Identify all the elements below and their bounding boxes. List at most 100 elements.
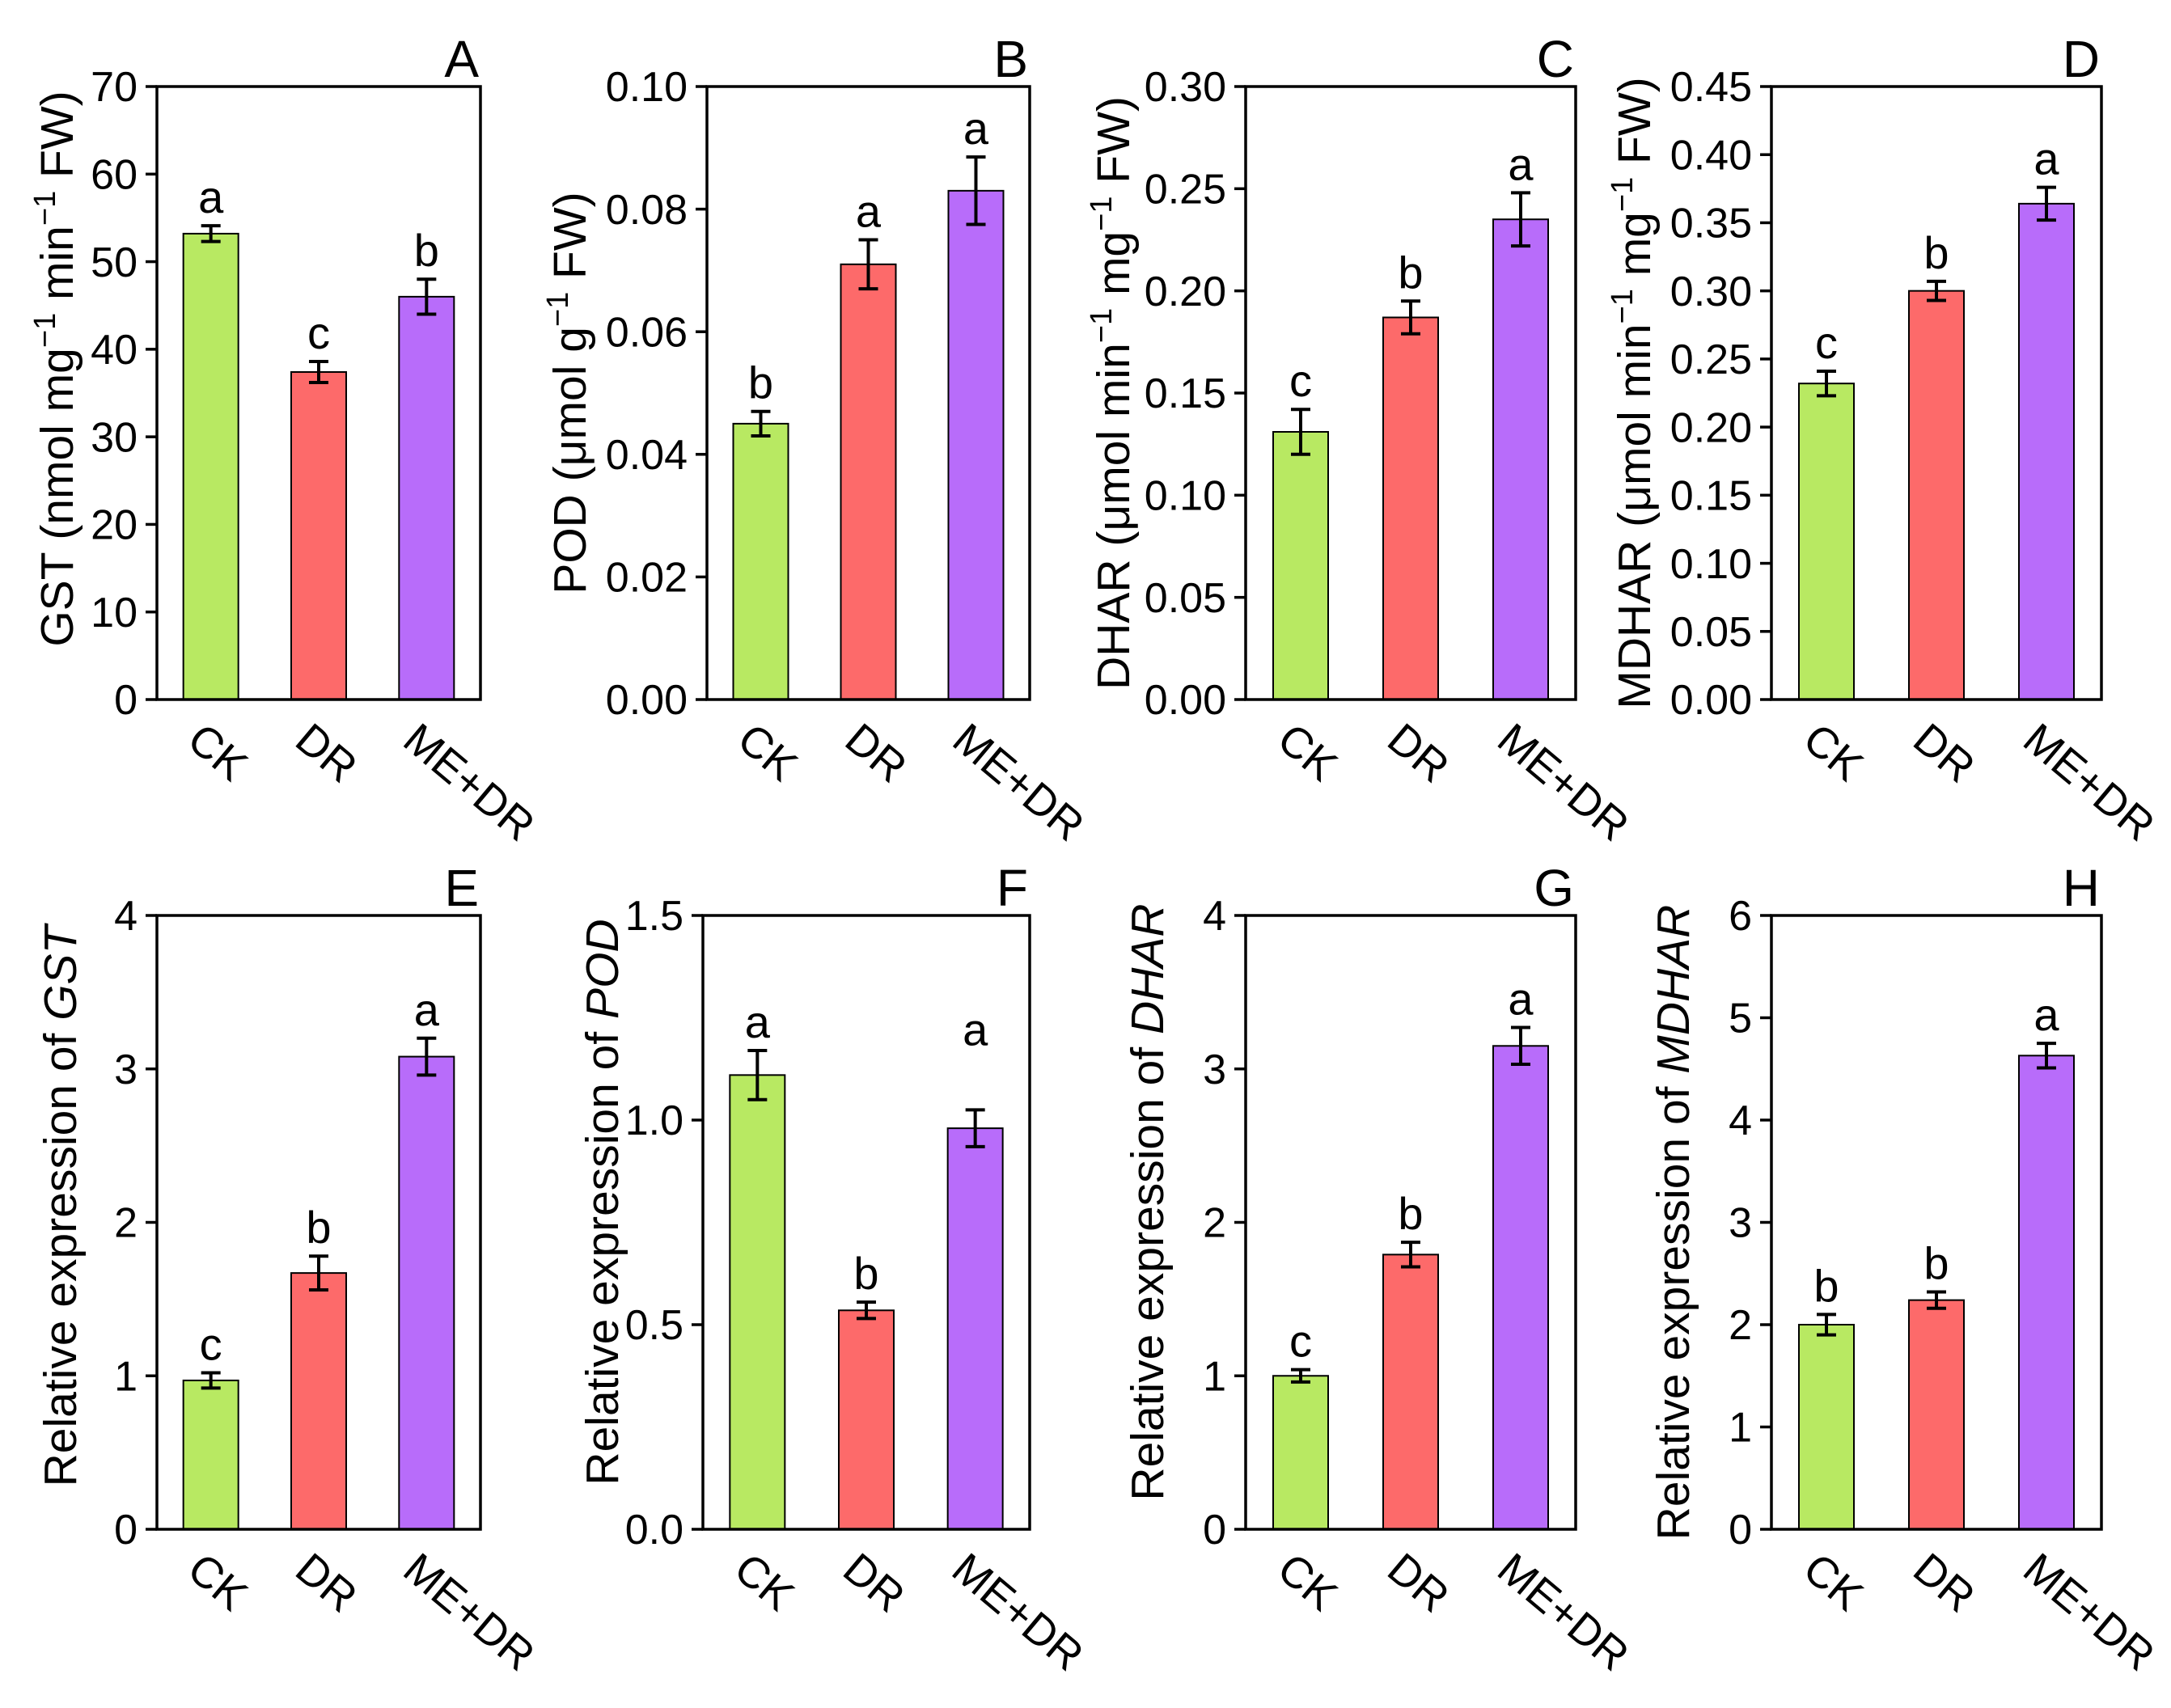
x-tick-label-ck: CK [1268,714,1346,790]
bar-me-dr [946,1127,1004,1530]
bar-ck [182,232,239,701]
y-axis-label-part: Relative expression of [1648,1074,1699,1541]
y-tick-label: 0.04 [606,432,688,479]
panel-letter: E [444,859,479,917]
bar-dr [1382,316,1439,700]
significance-letter-dr: b [306,1202,331,1253]
y-tick-label: 0.00 [1145,677,1226,724]
y-axis-label: Relative expression of DHAR [1122,903,1174,1500]
y-tick-label: 1.5 [625,893,683,940]
significance-letter-dr: c [307,307,330,358]
error-bar-dr [1401,1241,1420,1269]
y-tick-label: 0.45 [1670,64,1752,111]
bar-me-dr [2018,202,2075,700]
bar-me-dr [398,1055,455,1530]
panel-b: b CK a DR a ME+DR 0.00 0.02 0.04 0.06 0.08 0.10 POD … [541,30,1093,851]
bar-ck [1272,1375,1329,1530]
significance-letter-me-dr: a [2033,133,2059,184]
y-axis-label: Relative expression of MDHAR [1648,905,1699,1541]
y-axis-label: MDHAR (μmol min−1 mg−1 FW) [1606,77,1661,708]
y-tick-label: 2 [1729,1302,1752,1349]
panel-d: c CK b DR a ME+DR 0.00 0.05 0.10 0.15 0.20 0.25 0.30… [1606,30,2164,851]
y-axis-label: POD (μmol g−1 FW) [541,192,596,594]
y-axis-label-part: FW) [1088,96,1140,196]
y-tick-label: 0.0 [625,1507,683,1554]
y-axis-label-part: GST (nmol mg [32,348,83,647]
y-tick-label: 0.10 [1145,473,1226,520]
y-tick-label: 2 [114,1200,138,1247]
y-axis-label-part: GST [35,922,87,1020]
x-tick-label-me-dr: ME+DR [944,714,1094,850]
bar-ck [729,1074,786,1530]
panel-h: b CK b DR a ME+DR 0 1 2 3 4 5 6 Relative expression o… [1648,859,2164,1681]
y-tick-label: 0 [114,1507,138,1554]
panel-e: c CK b DR a ME+DR 0 1 2 3 4 Relative expression of … [35,859,544,1681]
y-axis-label-part: FW) [544,192,596,291]
y-tick-label: 30 [91,414,138,461]
x-tick-label-ck: CK [1794,1544,1872,1620]
x-tick-label-ck: CK [179,1544,256,1620]
significance-letter-me-dr: a [963,1004,988,1055]
error-bar-dr [1927,279,1946,302]
error-bar-ck [1817,370,1836,398]
panel-letter: D [2063,30,2100,88]
y-tick-label: 0.08 [606,187,688,234]
significance-letter-me-dr: a [414,984,440,1035]
y-axis-label-part: POD [577,919,628,1019]
y-axis-label-part: −1 [28,191,62,226]
y-tick-label: 1 [114,1353,138,1400]
y-tick-label: 70 [91,64,138,111]
significance-letter-ck: c [1289,355,1312,406]
significance-letter-me-dr: b [414,225,439,276]
panel-letter: B [993,30,1028,88]
y-axis-label-part: Relative expression of [1122,1034,1174,1501]
y-tick-label: 0.10 [1670,541,1752,588]
significance-letter-me-dr: a [963,103,989,154]
x-tick-label-dr: DR [1904,714,1983,792]
significance-letter-dr: b [1923,1238,1949,1289]
y-tick-label: 4 [114,893,138,940]
y-tick-label: 0.35 [1670,201,1752,247]
significance-letter-dr: b [1398,247,1423,298]
bar-me-dr [947,189,1005,701]
error-bar-ck [201,224,221,243]
bar-ck [1272,431,1329,700]
error-bar-me-dr [417,277,437,316]
x-tick-label-me-dr: ME+DR [2014,1544,2164,1680]
y-axis-label-part: MDHAR (μmol min [1609,323,1661,708]
y-axis-label-part: DHAR (μmol min [1088,343,1140,690]
bar-ck [1798,1324,1855,1530]
y-tick-label: 4 [1203,893,1226,940]
y-tick-label: 0.15 [1145,370,1226,417]
y-tick-label: 60 [91,151,138,198]
y-tick-label: 40 [91,327,138,374]
panel-c: c CK b DR a ME+DR 0.00 0.05 0.10 0.15 0.20 0.25 0.30… [1085,30,1638,851]
x-tick-label-ck: CK [726,1544,803,1620]
y-tick-label: 3 [1203,1046,1226,1093]
bar-dr [1908,1299,1965,1530]
y-tick-label: 0.05 [1670,609,1752,656]
bar-dr [840,263,897,700]
error-bar-ck [1291,1368,1310,1384]
y-tick-label: 0.10 [606,64,688,111]
y-axis-label: DHAR (μmol min−1 mg−1 FW) [1085,96,1140,690]
y-tick-label: 0.00 [1670,677,1752,724]
bar-me-dr [1492,218,1549,700]
error-bar-me-dr [417,1036,437,1077]
significance-letter-ck: c [200,1318,222,1369]
error-bar-dr [309,1254,328,1292]
y-tick-label: 0.30 [1670,268,1752,315]
y-axis-label-part: −1 [28,313,62,348]
significance-letter-dr: b [1398,1188,1423,1239]
significance-letter-ck: c [1289,1316,1312,1367]
bar-ck [1798,383,1855,700]
significance-letter-ck: c [1815,317,1838,368]
significance-letter-me-dr: a [1508,974,1534,1025]
y-tick-label: 6 [1729,893,1752,940]
y-tick-label: 0.15 [1670,473,1752,520]
y-tick-label: 0.30 [1145,64,1226,111]
y-tick-label: 0.05 [1145,575,1226,622]
bar-me-dr [2018,1055,2075,1531]
